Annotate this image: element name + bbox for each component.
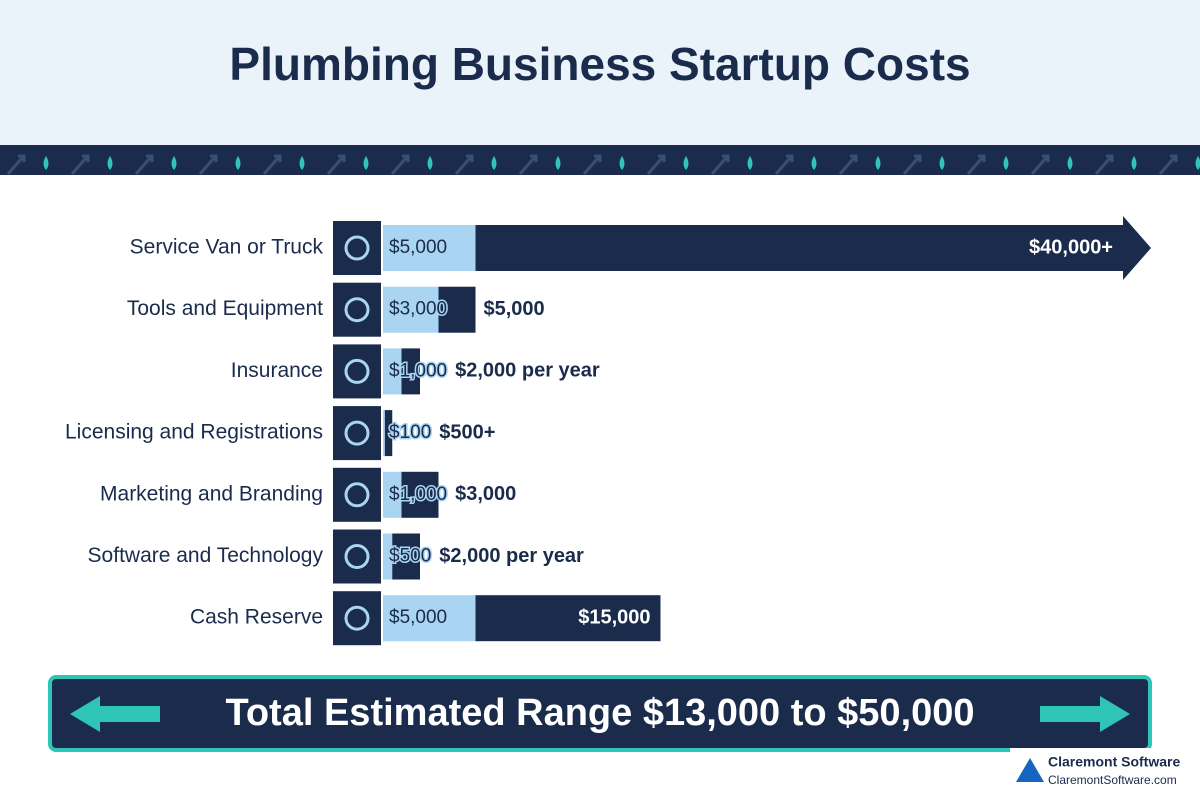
- low-bar: [383, 410, 385, 457]
- summary-text: Total Estimated Range $13,000 to $50,000: [225, 692, 974, 734]
- low-label: $3,000: [389, 299, 447, 320]
- high-label: $500+: [439, 421, 495, 443]
- high-bar: [475, 225, 1123, 271]
- low-bar: [383, 225, 476, 271]
- logo-mark: [1016, 758, 1044, 782]
- decor-strip: [0, 145, 1200, 175]
- icon-glyph: [344, 420, 370, 446]
- high-label: $5,000: [484, 298, 545, 320]
- category-label: Tools and Equipment: [127, 297, 323, 320]
- logo: Claremont Software ClaremontSoftware.com: [1010, 748, 1195, 796]
- left-arrow: [70, 696, 160, 732]
- low-label: $1,000: [389, 484, 447, 505]
- high-bar: [392, 533, 420, 580]
- high-bar: [475, 595, 661, 642]
- low-bar: [383, 533, 393, 580]
- icon-glyph: [344, 297, 370, 323]
- icon-box: [333, 221, 381, 275]
- icon-glyph: [344, 605, 370, 631]
- header-band: [0, 0, 1200, 145]
- high-label: $15,000: [578, 606, 650, 628]
- high-bar: [401, 471, 439, 518]
- category-label: Insurance: [231, 359, 323, 382]
- low-label: $1,000: [389, 360, 447, 381]
- logo-box: [1010, 748, 1195, 796]
- right-arrow: [1040, 696, 1130, 732]
- high-bar: [401, 348, 420, 395]
- low-label: $100: [389, 422, 431, 443]
- category-label: Marketing and Branding: [100, 482, 323, 505]
- banner-box: [48, 675, 1152, 752]
- high-label: $2,000 per year: [455, 360, 600, 382]
- category-label: Software and Technology: [88, 544, 324, 567]
- low-bar: [383, 595, 476, 642]
- icon-box: [333, 282, 381, 337]
- icon-box: [333, 591, 381, 646]
- low-bar: [383, 471, 402, 518]
- high-label: $3,000: [455, 483, 516, 505]
- icon-box: [333, 529, 381, 584]
- summary-banner: Total Estimated Range $13,000 to $50,000: [48, 675, 1152, 752]
- low-label: $5,000: [389, 607, 447, 628]
- icon-glyph: [344, 544, 370, 569]
- low-label: $500: [389, 546, 431, 567]
- low-bar: [383, 286, 439, 333]
- icon-glyph: [344, 358, 370, 384]
- low-label: $5,000: [389, 237, 447, 258]
- chart-title: Plumbing Business Startup Costs: [229, 38, 970, 90]
- icon-box: [333, 467, 381, 522]
- brand-url: ClaremontSoftware.com: [1048, 773, 1177, 787]
- brand: Claremont Software: [1048, 754, 1180, 770]
- category-label: Service Van or Truck: [130, 236, 324, 259]
- low-bar: [383, 348, 402, 395]
- icon-glyph: [344, 482, 370, 508]
- icon-box: [333, 344, 381, 399]
- high-bar: [438, 286, 476, 333]
- icon-glyph: [344, 235, 370, 261]
- icon-box: [333, 406, 381, 461]
- category-label: Licensing and Registrations: [65, 421, 323, 444]
- high-label: $40,000+: [1029, 236, 1113, 258]
- high-label: $2,000 per year: [439, 545, 584, 567]
- category-label: Cash Reserve: [190, 606, 323, 629]
- bar-arrowhead: [1123, 216, 1151, 280]
- high-bar: [384, 410, 393, 457]
